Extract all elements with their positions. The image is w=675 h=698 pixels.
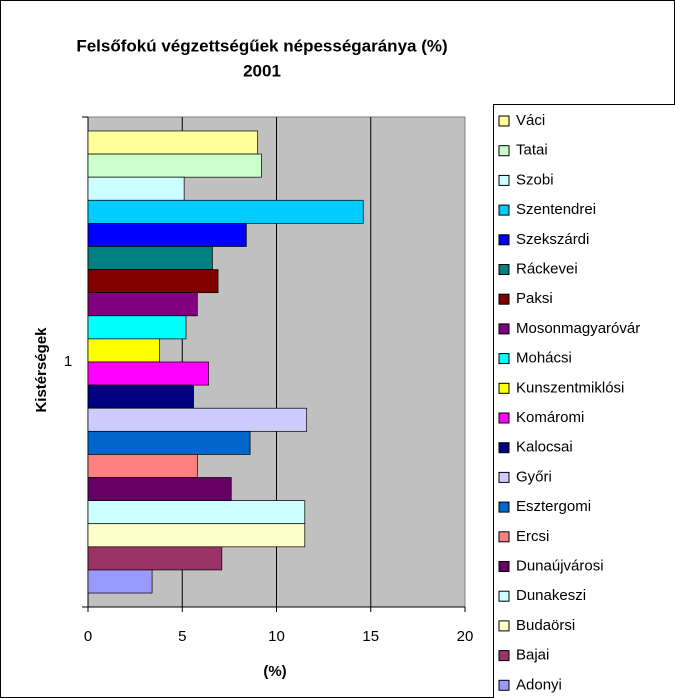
legend-swatch xyxy=(498,234,510,246)
bar xyxy=(87,246,213,270)
bar xyxy=(87,361,209,386)
legend-label: Ercsi xyxy=(516,528,549,545)
legend-label: Dunakeszi xyxy=(516,587,586,604)
bar xyxy=(87,523,306,548)
x-tick-label: 0 xyxy=(84,628,92,645)
legend-swatch xyxy=(498,531,510,543)
bar xyxy=(87,569,153,594)
legend-label: Kunszentmiklósi xyxy=(516,379,624,396)
bar xyxy=(87,384,194,409)
bar xyxy=(87,477,232,501)
bar xyxy=(87,269,219,294)
legend-swatch xyxy=(498,471,510,483)
x-tick-label: 15 xyxy=(362,628,379,645)
legend-label: Váci xyxy=(516,112,545,129)
legend-label: Szentendrei xyxy=(516,201,596,218)
legend-label: Győri xyxy=(516,468,552,485)
legend-swatch xyxy=(498,353,510,365)
legend-swatch xyxy=(498,501,510,513)
bar xyxy=(87,315,187,340)
legend-label: Szekszárdi xyxy=(516,231,589,248)
legend-swatch xyxy=(498,561,510,572)
legend-label: Kalocsai xyxy=(516,439,573,456)
y-tick-label: 1 xyxy=(64,353,72,370)
legend-swatch xyxy=(498,679,510,691)
legend-label: Dunaújvárosi xyxy=(516,557,604,574)
bar xyxy=(87,546,223,571)
bar xyxy=(87,223,247,247)
bar xyxy=(87,454,198,478)
bar xyxy=(87,176,185,201)
legend-swatch xyxy=(498,293,510,305)
bar xyxy=(87,338,160,363)
legend-label: Ráckevei xyxy=(516,260,578,277)
legend-swatch xyxy=(498,204,510,216)
legend-swatch xyxy=(498,145,510,157)
legend-label: Mohácsi xyxy=(516,350,572,367)
legend-label: Szobi xyxy=(516,171,554,188)
legend-label: Adonyi xyxy=(516,676,562,693)
legend-swatch xyxy=(498,115,510,127)
chart-subtitle: 2001 xyxy=(243,61,281,80)
x-axis-label: (%) xyxy=(263,663,286,680)
bar xyxy=(87,153,262,178)
bar xyxy=(87,199,364,224)
x-tick-label: 20 xyxy=(457,628,474,645)
legend-box xyxy=(493,104,675,698)
x-tick-label: 5 xyxy=(178,628,186,645)
bar xyxy=(87,407,308,432)
legend-swatch xyxy=(498,590,510,602)
legend-swatch xyxy=(498,412,510,424)
y-axis-label: Kistérségek xyxy=(33,327,50,413)
legend-swatch xyxy=(498,620,510,632)
x-tick-label: 10 xyxy=(268,628,285,645)
bar xyxy=(87,500,306,525)
legend-swatch xyxy=(498,442,510,454)
legend-label: Tatai xyxy=(516,142,548,159)
legend-label: Komáromi xyxy=(516,409,584,426)
legend-swatch xyxy=(498,323,510,335)
legend-label: Bajai xyxy=(516,647,549,664)
bar xyxy=(87,430,251,455)
bar xyxy=(87,130,258,155)
legend-label: Esztergomi xyxy=(516,498,591,515)
legend-swatch xyxy=(498,650,510,662)
legend-label: Paksi xyxy=(516,290,553,307)
legend-label: Budaörsi xyxy=(516,617,575,634)
legend-swatch xyxy=(498,264,510,275)
chart-title: Felsőfokú végzettségűek népességaránya (… xyxy=(76,36,447,55)
legend-label: Mosonmagyaróvár xyxy=(516,320,640,337)
bar xyxy=(87,292,198,317)
legend-swatch xyxy=(498,382,510,394)
legend-swatch xyxy=(498,174,510,186)
